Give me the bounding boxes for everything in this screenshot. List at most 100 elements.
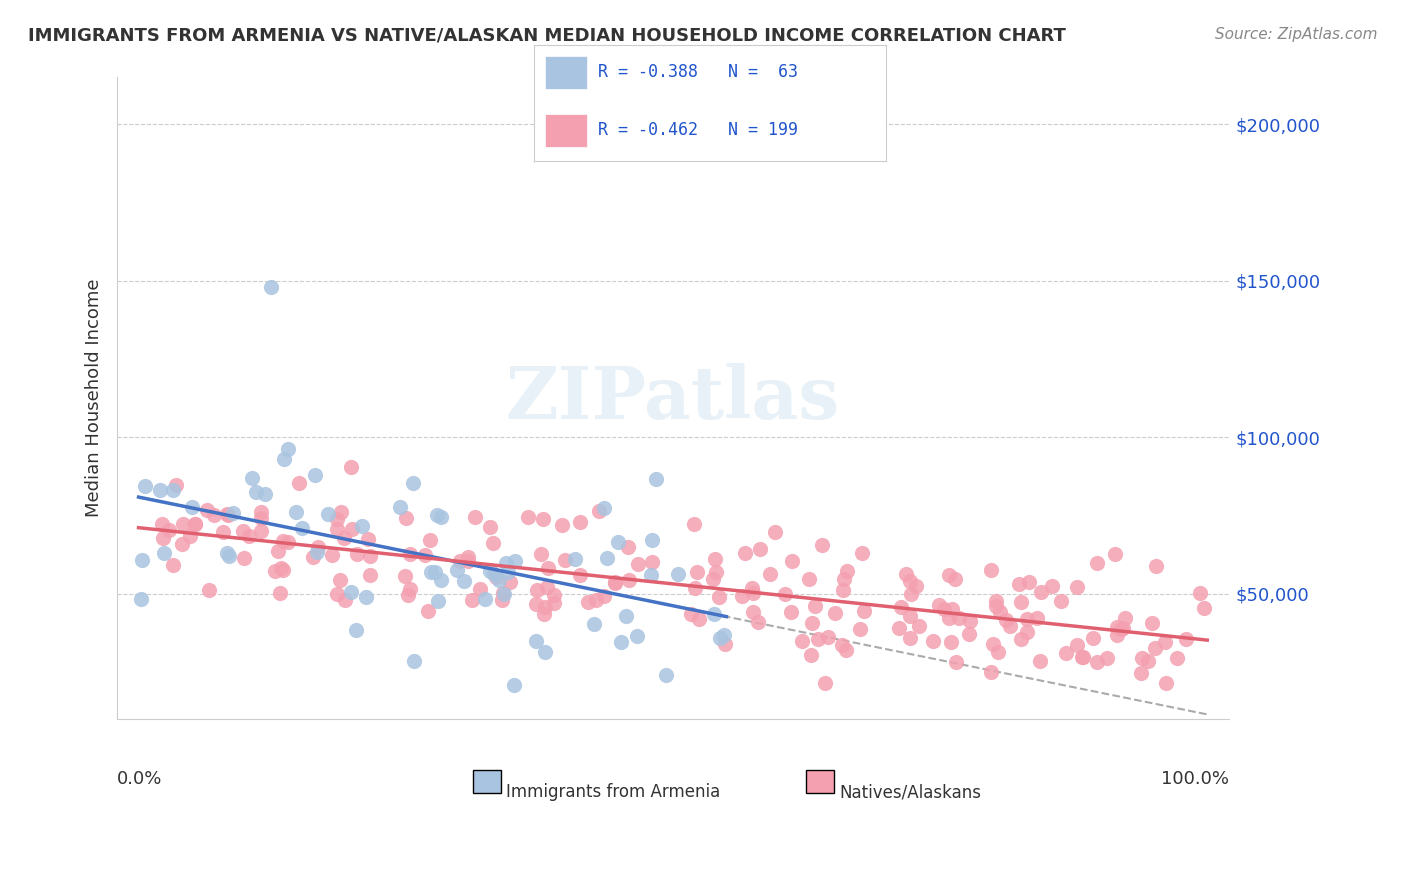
Point [284,505,307,519]
Point [249,524,271,538]
Point [779,605,801,619]
Point [165,478,187,492]
Point [1130,665,1153,680]
Point [305,545,328,559]
Point [984,599,1007,613]
Point [616,541,638,555]
Point [1144,559,1167,574]
Point [957,626,980,640]
Point [603,575,626,590]
Point [1054,646,1077,660]
Point [703,607,725,621]
Text: Source: ZipAtlas.com: Source: ZipAtlas.com [1215,27,1378,42]
Point [429,510,451,524]
Point [734,546,756,560]
Point [270,561,292,575]
Point [995,613,1018,627]
Point [851,546,873,560]
Point [832,572,855,586]
Point [162,483,184,498]
Point [554,552,576,566]
Point [184,517,207,532]
Point [359,549,381,563]
Point [531,512,554,526]
Bar [544,114,586,146]
Point [800,648,823,662]
Point [287,475,309,490]
Point [998,619,1021,633]
Point [536,580,558,594]
Point [152,531,174,545]
Point [987,645,1010,659]
Point [683,516,706,531]
Point [346,547,368,561]
Point [763,524,786,539]
Point [1073,650,1095,665]
Point [588,504,610,518]
Point [517,510,540,524]
Point [245,485,267,500]
Point [596,550,619,565]
Point [679,607,702,622]
Point [626,557,648,571]
Point [263,565,285,579]
Point [801,616,824,631]
Text: R = -0.462   N = 199: R = -0.462 N = 199 [598,121,797,139]
Point [399,547,422,561]
Point [959,614,981,628]
Point [321,548,343,562]
Point [797,572,820,586]
Point [215,546,238,560]
Point [849,622,872,636]
Point [148,483,170,497]
Point [254,487,277,501]
Point [233,551,256,566]
Point [457,553,479,567]
Point [749,541,772,556]
Point [494,587,516,601]
Point [179,529,201,543]
Point [401,475,423,490]
Point [616,608,638,623]
Point [1025,611,1047,625]
Point [198,582,221,597]
Point [269,586,291,600]
Point [703,552,725,566]
Point [218,549,240,564]
Point [503,554,526,568]
Point [607,535,630,549]
Point [479,564,502,578]
Point [790,633,813,648]
Point [273,452,295,467]
Point [807,632,830,646]
Point [943,572,966,586]
Point [817,631,839,645]
Point [359,567,381,582]
Point [342,522,364,536]
Point [399,582,422,596]
Point [498,566,520,580]
Point [1031,584,1053,599]
Point [402,654,425,668]
Point [195,503,218,517]
Point [773,587,796,601]
Point [457,549,479,564]
Point [419,533,441,548]
Point [481,536,503,550]
Point [626,629,648,643]
Point [709,631,731,645]
Text: R = -0.388   N =  63: R = -0.388 N = 63 [598,63,797,81]
Point [1175,632,1198,646]
Point [499,574,522,589]
Point [984,593,1007,607]
Point [585,593,607,607]
Point [742,606,765,620]
Point [1132,651,1154,665]
Point [129,592,152,607]
Point [357,532,380,546]
Point [396,588,419,602]
Point [898,609,921,624]
Point [172,516,194,531]
Point [162,558,184,572]
Point [759,566,782,581]
